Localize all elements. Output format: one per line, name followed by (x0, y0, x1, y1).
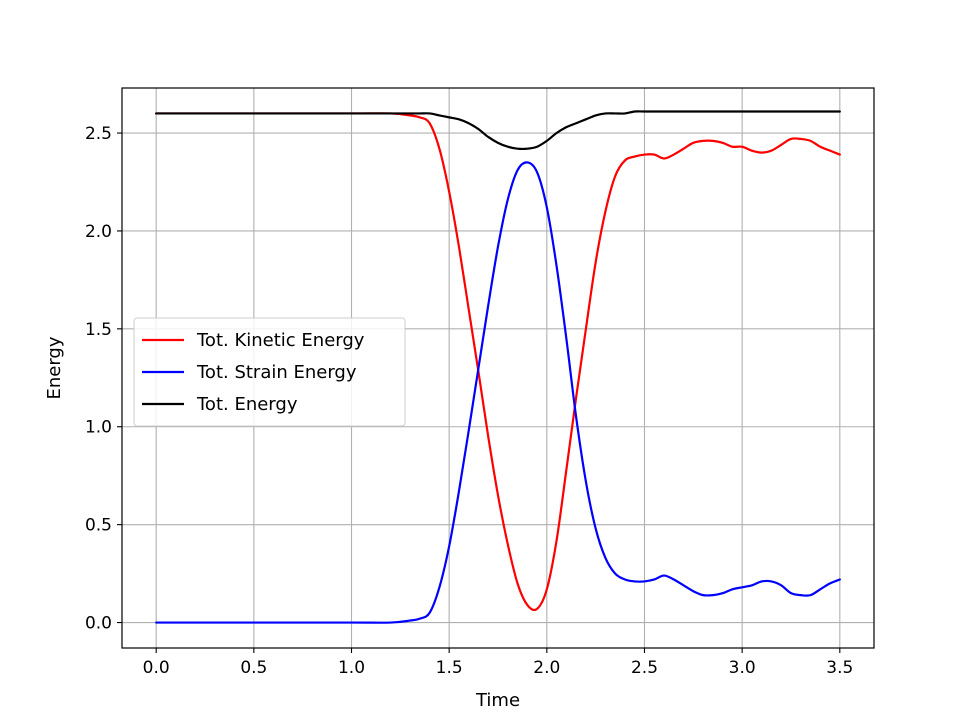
series-line-tot-energy (155, 110, 841, 151)
x-axis-ticks: 0.0 0.5 1.0 1.5 2.0 2.5 3.0 3.5 (143, 648, 853, 678)
x-tick-label: 3.5 (826, 658, 853, 678)
legend-label-tot-energy: Tot. Energy (196, 394, 298, 415)
x-tick-label: 1.5 (436, 658, 463, 678)
x-tick-label: 0.0 (143, 658, 170, 678)
x-axis-label: Time (475, 690, 520, 711)
x-tick-label: 3.0 (729, 658, 756, 678)
series-lines (155, 110, 841, 624)
y-tick-label: 2.0 (85, 222, 112, 242)
x-tick-label: 2.0 (533, 658, 560, 678)
y-tick-label: 0.0 (85, 614, 112, 634)
legend: Tot. Kinetic Energy Tot. Strain Energy Tot… (133, 317, 406, 427)
y-tick-label: 0.5 (85, 516, 112, 536)
x-tick-label: 0.5 (240, 658, 267, 678)
y-axis-ticks: 0.0 0.5 1.0 1.5 2.0 2.5 (85, 124, 122, 634)
y-tick-label: 2.5 (85, 124, 112, 144)
legend-label-tot-kinetic-energy: Tot. Kinetic Energy (196, 330, 365, 351)
y-tick-label: 1.5 (85, 320, 112, 340)
y-tick-label: 1.0 (85, 418, 112, 438)
plot-frame (121, 87, 875, 649)
legend-label-tot-strain-energy: Tot. Strain Energy (196, 362, 357, 383)
x-tick-label: 1.0 (338, 658, 365, 678)
series-line-tot-kinetic-energy (155, 112, 841, 612)
y-axis-label: Energy (44, 336, 65, 399)
legend-box (133, 317, 406, 427)
series-line-tot-strain-energy (155, 161, 841, 624)
x-tick-label: 2.5 (631, 658, 658, 678)
